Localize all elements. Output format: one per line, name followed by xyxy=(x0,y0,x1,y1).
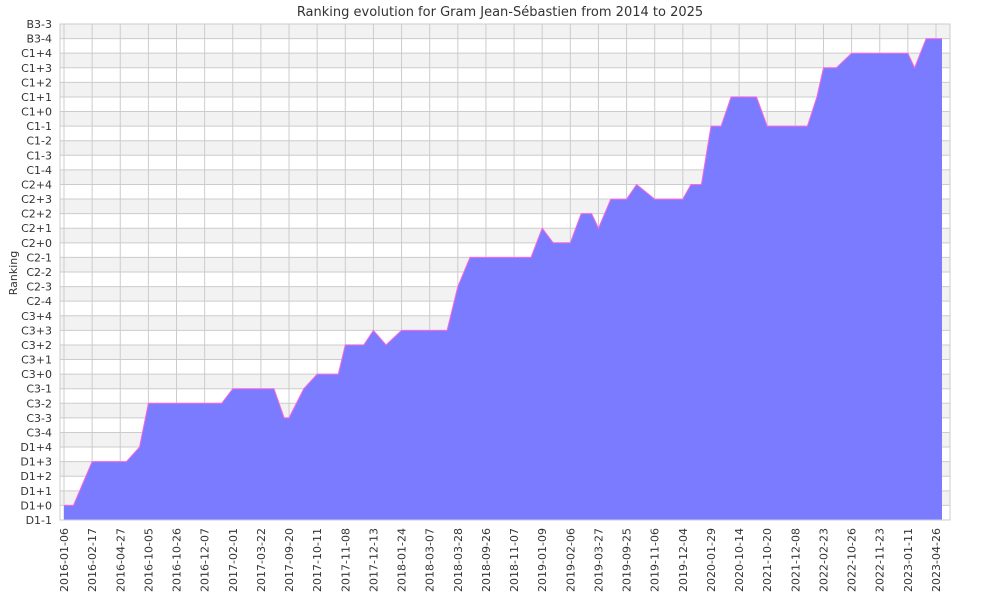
x-tick-label: 2017-12-13 xyxy=(367,528,380,592)
x-tick-label: 2023-04-26 xyxy=(930,528,943,592)
x-tick-label: 2016-12-07 xyxy=(199,528,212,592)
y-tick-label: C3+1 xyxy=(21,354,52,367)
y-tick-label: C3-3 xyxy=(26,412,52,425)
ranking-line xyxy=(64,38,942,506)
ranking-area xyxy=(64,38,942,520)
x-tick-label: 2019-09-25 xyxy=(621,528,634,592)
y-tick-label: D1+2 xyxy=(20,470,52,483)
y-tick-label: C2+1 xyxy=(21,222,52,235)
x-tick-label: 2017-09-20 xyxy=(283,528,296,592)
plot-area xyxy=(64,38,942,520)
y-tick-label: C3+3 xyxy=(21,324,52,337)
y-tick-label: D1+1 xyxy=(20,485,52,498)
x-tick-label: 2022-11-23 xyxy=(874,528,887,592)
y-tick-label: C1+4 xyxy=(21,47,52,60)
x-tick-label: 2023-01-11 xyxy=(902,528,915,592)
x-tick-label: 2018-11-07 xyxy=(508,528,521,592)
x-tick-label: 2019-02-06 xyxy=(564,528,577,592)
y-tick-label: C2+2 xyxy=(21,208,52,221)
x-tick-label: 2017-02-01 xyxy=(227,528,240,592)
y-tick-label: C3+4 xyxy=(21,310,52,323)
x-tick-label: 2020-01-29 xyxy=(705,528,718,592)
chart-title: Ranking evolution for Gram Jean-Sébastie… xyxy=(297,5,703,20)
y-tick-label: C3-4 xyxy=(26,426,52,439)
x-tick-label: 2022-10-26 xyxy=(846,528,859,592)
y-tick-label: C3+0 xyxy=(21,368,52,381)
y-tick-label: C2-1 xyxy=(26,251,52,264)
y-tick-label: C2+0 xyxy=(21,237,52,250)
x-tick-label: 2017-11-08 xyxy=(339,528,352,592)
y-tick-label: C3+2 xyxy=(21,339,52,352)
x-tick-label: 2018-09-26 xyxy=(480,528,493,592)
y-tick-label: C2-2 xyxy=(26,266,52,279)
x-ticks: 2016-01-06 2016-02-17 2016-04-27 2016-10-05… xyxy=(58,528,943,592)
x-tick-label: 2018-03-28 xyxy=(452,528,465,592)
y-axis-label: Ranking xyxy=(7,251,20,296)
y-tick-label: C1+0 xyxy=(21,106,52,119)
x-tick-label: 2016-02-17 xyxy=(86,528,99,592)
y-tick-label: D1+0 xyxy=(20,499,52,512)
x-tick-label: 2019-01-09 xyxy=(536,528,549,592)
x-tick-label: 2016-10-05 xyxy=(142,528,155,592)
x-tick-label: 2019-11-06 xyxy=(649,528,662,592)
x-tick-label: 2021-12-08 xyxy=(789,528,802,592)
grid-band xyxy=(60,24,950,39)
y-tick-label: C1-4 xyxy=(26,164,52,177)
x-tick-label: 2016-04-27 xyxy=(114,528,127,592)
y-tick-label: C1+1 xyxy=(21,91,52,104)
y-tick-label: C1-3 xyxy=(26,149,52,162)
y-tick-label: C2+3 xyxy=(21,193,52,206)
x-tick-label: 2021-10-20 xyxy=(761,528,774,592)
x-tick-label: 2019-03-27 xyxy=(592,528,605,592)
y-tick-label: C3-2 xyxy=(26,397,52,410)
x-tick-label: 2018-01-24 xyxy=(396,528,409,592)
y-ticks: D1-1 D1+0D1+1 D1+2D1+3 D1+4 C3-4C3-3 C3-2C3-1… xyxy=(20,18,52,527)
y-tick-label: C3-1 xyxy=(26,383,52,396)
grid-band xyxy=(60,53,950,68)
x-tick-label: 2016-01-06 xyxy=(58,528,71,592)
y-tick-label: C2-4 xyxy=(26,295,52,308)
x-tick-label: 2018-03-07 xyxy=(424,528,437,592)
y-tick-label: D1+3 xyxy=(20,456,52,469)
y-tick-label: C2+4 xyxy=(21,178,52,191)
x-tick-label: 2016-10-26 xyxy=(171,528,184,592)
x-tick-label: 2022-02-23 xyxy=(817,528,830,592)
x-tick-label: 2020-10-14 xyxy=(733,528,746,592)
plot-frame xyxy=(59,23,951,521)
y-tick-label: D1-1 xyxy=(26,514,52,527)
y-tick-label: C1+2 xyxy=(21,76,52,89)
x-tick-label: 2017-10-11 xyxy=(311,528,324,592)
y-tick-label: C1-1 xyxy=(26,120,52,133)
y-tick-label: C1+3 xyxy=(21,62,52,75)
y-tick-label: C1-2 xyxy=(26,135,52,148)
y-tick-label: B3-3 xyxy=(26,18,52,31)
y-tick-label: D1+4 xyxy=(20,441,52,454)
y-tick-label: C2-3 xyxy=(26,281,52,294)
x-tick-label: 2017-03-22 xyxy=(255,528,268,592)
y-tick-label: B3-4 xyxy=(26,33,52,46)
grid-band xyxy=(60,82,950,97)
x-tick-label: 2019-12-04 xyxy=(677,528,690,592)
